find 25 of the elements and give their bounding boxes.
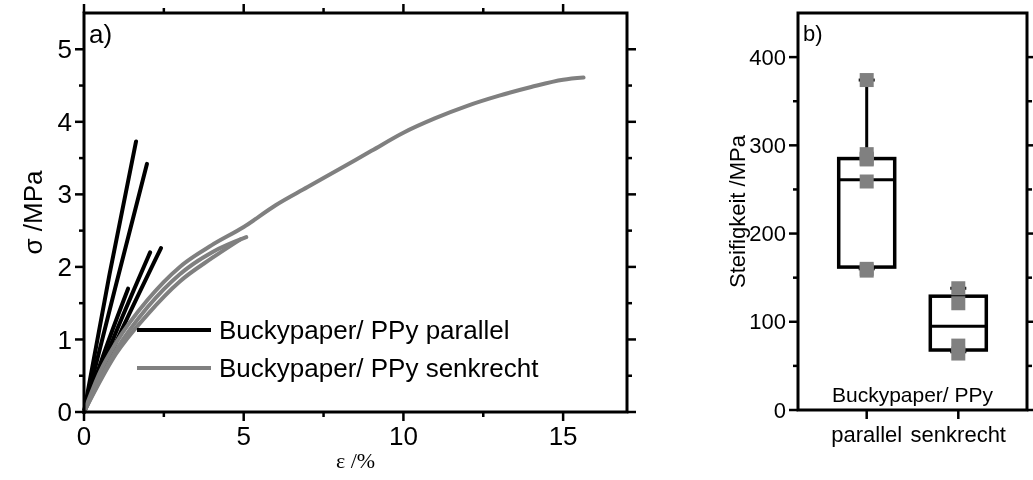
x-tick-label: 15 (548, 420, 578, 451)
y-tick-label: 3 (57, 179, 72, 210)
y-tick-label: 1 (57, 324, 72, 355)
x-tick-label: parallel (831, 421, 903, 447)
legend-label: Buckypaper/ PPy senkrecht (219, 353, 540, 384)
annotation: Buckypaper/ PPy (831, 383, 994, 406)
y-tick-label: 0 (773, 397, 786, 423)
y-axis-title: σ /MPa (18, 169, 48, 255)
y-tick-label: 5 (57, 34, 72, 65)
y-tick-label: 0 (57, 397, 72, 428)
y-tick-label: 100 (749, 309, 786, 335)
annotation: a) (89, 19, 113, 49)
x-tick-label: 10 (388, 420, 418, 451)
y-axis-title: Steifigkeit /MPa (725, 134, 750, 288)
x-axis-title: ε /% (335, 448, 376, 473)
y-tick-label: 2 (57, 252, 72, 283)
y-tick-label: 300 (749, 133, 786, 159)
y-tick-label: 4 (57, 106, 72, 137)
x-tick-label: 0 (76, 420, 92, 451)
legend-label: Buckypaper/ PPy parallel (219, 315, 510, 346)
y-tick-label: 400 (749, 44, 786, 70)
y-tick-label: 200 (749, 221, 786, 247)
annotation: b) (803, 21, 823, 46)
x-tick-label: 5 (236, 420, 251, 451)
x-tick-label: senkrecht (910, 421, 1006, 447)
